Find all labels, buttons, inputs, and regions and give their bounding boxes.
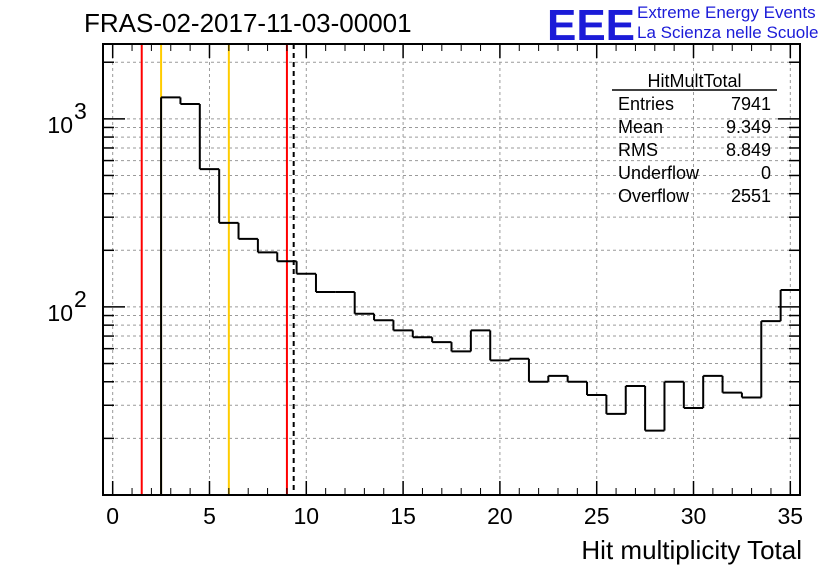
stats-box: HitMultTotal Entries 7941 Mean 9.349 RMS 8.84… xyxy=(612,71,777,206)
x-tick-label: 5 xyxy=(203,503,216,529)
stats-row-label: Underflow xyxy=(618,163,700,183)
y-tick-exponent: 2 xyxy=(74,286,87,312)
x-tick-label: 30 xyxy=(681,503,707,529)
stats-row-label: Overflow xyxy=(618,186,690,206)
stats-row-label: RMS xyxy=(618,140,658,160)
eee-logo: EEE xyxy=(547,2,635,44)
y-tick-label: 10 xyxy=(47,112,73,138)
y-tick-exponent: 3 xyxy=(74,98,87,124)
stats-row-value: 2551 xyxy=(731,186,771,206)
stats-title: HitMultTotal xyxy=(647,71,741,91)
logo-tagline-1: Extreme Energy Events xyxy=(637,3,816,22)
x-tick-label: 10 xyxy=(293,503,319,529)
stats-row-value: 8.849 xyxy=(726,140,771,160)
stats-row-value: 0 xyxy=(761,163,771,183)
histogram-series xyxy=(160,96,801,495)
x-tick-label: 25 xyxy=(584,503,610,529)
stats-row-value: 9.349 xyxy=(726,117,771,137)
marker-lines xyxy=(140,44,295,495)
svg-text:EEE: EEE xyxy=(547,2,635,44)
stats-row-value: 7941 xyxy=(731,94,771,114)
stats-row-label: Entries xyxy=(618,94,674,114)
plot-frame xyxy=(102,43,801,496)
logo-tagline-2: La Scienza nelle Scuole xyxy=(637,23,819,42)
x-axis-label: Hit multiplicity Total xyxy=(581,535,802,565)
x-tick-label: 20 xyxy=(487,503,513,529)
grid xyxy=(103,44,800,496)
axis-ticks xyxy=(103,44,800,496)
stats-rows: Entries 7941 Mean 9.349 RMS 8.849 Underflow 0 Ov… xyxy=(618,94,771,206)
x-tick-label: 35 xyxy=(778,503,804,529)
y-tick-label: 10 xyxy=(47,300,73,326)
stats-row-label: Mean xyxy=(618,117,663,137)
chart-title: FRAS-02-2017-11-03-00001 xyxy=(84,8,412,38)
x-tick-label: 15 xyxy=(390,503,416,529)
x-tick-label: 0 xyxy=(106,503,119,529)
